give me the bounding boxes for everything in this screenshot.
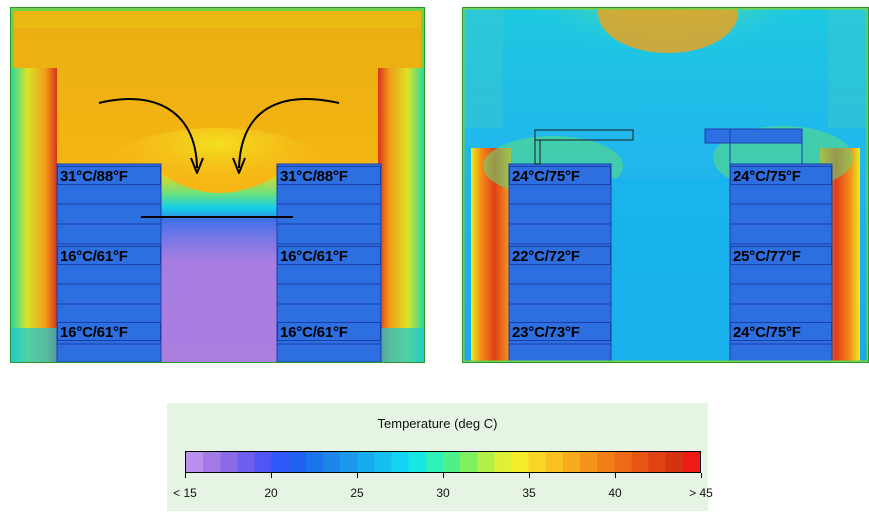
airflow-arrow-left <box>98 98 204 174</box>
legend-tick-mark <box>615 473 616 478</box>
legend-tick-mark <box>357 473 358 478</box>
legend-tick-label: > 45 <box>689 486 713 500</box>
legend-color-bar <box>185 451 701 473</box>
legend-tick-label: 20 <box>264 486 278 500</box>
right-rack-right-mid-temp: 25°C/77°F <box>730 246 832 265</box>
legend-tick-label: 40 <box>608 486 622 500</box>
right-rack-left-bottom-temp: 23°C/73°F <box>509 322 611 341</box>
legend-tick-label: 30 <box>436 486 450 500</box>
legend-tick-mark <box>185 473 186 478</box>
right-rack-right-bottom-temp: 24°C/75°F <box>730 322 832 341</box>
left-rack-right-bottom-temp: 16°C/61°F <box>277 322 381 341</box>
legend-title: Temperature (deg C) <box>377 416 498 431</box>
legend-tick-label: 25 <box>350 486 364 500</box>
left-rack-left-bottom-temp: 16°C/61°F <box>57 322 161 341</box>
right-rack-left-mid-temp: 22°C/72°F <box>509 246 611 265</box>
legend-tick-mark <box>529 473 530 478</box>
left-rack-right-mid-temp: 16°C/61°F <box>277 246 381 265</box>
right-thermal-panel: 24°C/75°F 24°C/75°F 22°C/72°F 25°C/77°F … <box>462 7 869 363</box>
left-rack-left-mid-temp: 16°C/61°F <box>57 246 161 265</box>
right-overhead-unit <box>704 128 803 164</box>
left-thermal-panel: 31°C/88°F 31°C/88°F 16°C/61°F 16°C/61°F … <box>10 7 425 363</box>
temperature-legend: Temperature (deg C) < 15 20 25 30 35 40 > 45 <box>167 403 713 511</box>
legend-tick-label: < 15 <box>173 486 197 500</box>
legend-tick-label: 35 <box>522 486 536 500</box>
left-rack-left-top-temp: 31°C/88°F <box>57 166 161 185</box>
airflow-arrow-right <box>232 98 340 174</box>
left-overhead-unit <box>534 129 634 165</box>
legend-tick-mark <box>443 473 444 478</box>
right-rack-left-top-temp: 24°C/75°F <box>509 166 611 185</box>
right-rack-right-top-temp: 24°C/75°F <box>730 166 832 185</box>
legend-tick-mark <box>271 473 272 478</box>
legend-tick-mark <box>701 473 702 478</box>
left-rack-right-top-temp: 31°C/88°F <box>277 166 381 185</box>
